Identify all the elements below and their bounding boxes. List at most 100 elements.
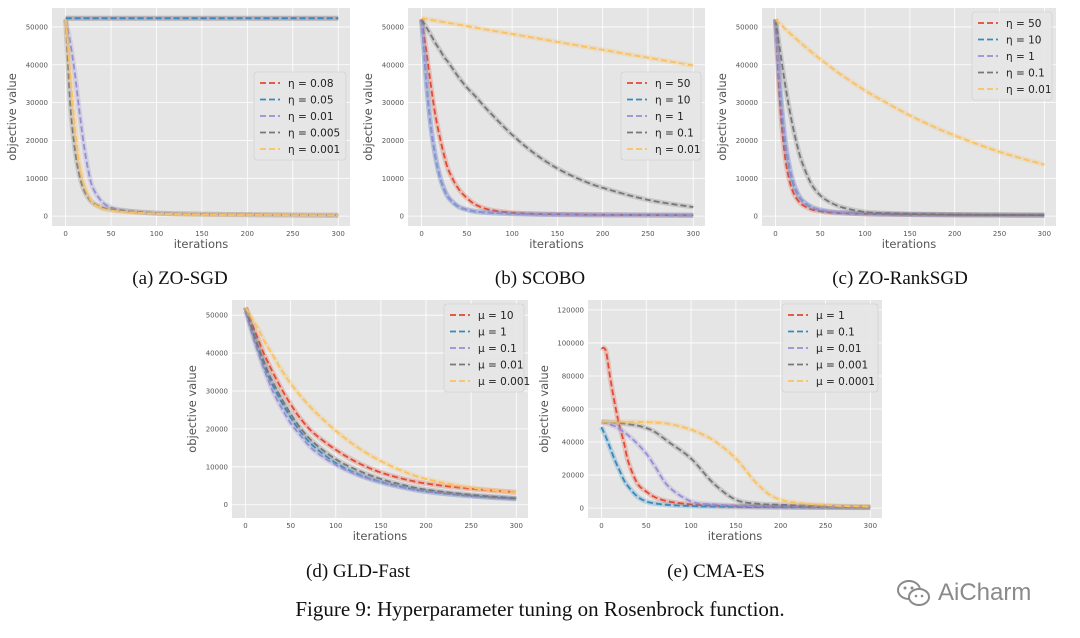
legend-label: μ = 0.01 (478, 360, 524, 372)
y-tick-label: 20000 (736, 137, 758, 145)
legend: η = 50 η = 10 η = 1 η = 0.1 η = 0.01 (971, 11, 1053, 101)
series-line (244, 307, 517, 494)
y-tick-label: 40000 (26, 61, 48, 69)
caption-a: (a) ZO-SGD (132, 268, 228, 289)
y-tick-label: 30000 (382, 99, 404, 107)
x-tick-label: 200 (241, 230, 254, 238)
x-tick-label: 0 (599, 522, 603, 530)
y-tick-label: 10000 (736, 175, 758, 183)
x-tick-label: 300 (1038, 230, 1051, 238)
x-tick-label: 0 (63, 230, 67, 238)
legend-label: η = 0.1 (1006, 68, 1045, 80)
y-axis-label: objective value (5, 73, 19, 161)
y-tick-label: 50000 (26, 23, 48, 31)
legend-label: μ = 0.01 (816, 343, 862, 355)
x-tick-label: 0 (243, 522, 247, 530)
y-tick-label: 50000 (736, 23, 758, 31)
legend-label: η = 10 (655, 95, 691, 107)
figure-caption: Figure 9: Hyperparameter tuning on Rosen… (295, 597, 785, 621)
x-tick-label: 300 (864, 522, 877, 530)
x-tick-label: 50 (107, 230, 116, 238)
legend-label: μ = 0.001 (816, 360, 868, 372)
legend-box (443, 303, 525, 393)
legend-label: η = 10 (1006, 35, 1042, 47)
x-tick-label: 250 (286, 230, 299, 238)
series-line (774, 18, 1045, 166)
y-tick-label: 20000 (206, 425, 228, 433)
caption-b: (b) SCOBO (494, 268, 586, 289)
legend-label: μ = 0.1 (816, 327, 855, 339)
x-tick-label: 150 (729, 522, 742, 530)
y-axis-label: objective value (361, 73, 375, 161)
series-line (64, 19, 339, 217)
subplot-c: 0 50 100 150 200 250 300 0 10000 20000 30000 40000 5… (715, 8, 1056, 251)
series-line (244, 307, 517, 494)
x-tick-label: 100 (684, 522, 697, 530)
x-tick-label: 100 (329, 522, 342, 530)
x-tick-label: 0 (773, 230, 777, 238)
x-axis-label: iterations (882, 237, 937, 251)
legend: μ = 1 μ = 0.1 μ = 0.01 μ = 0.001 μ = 0.0001 (781, 303, 879, 393)
legend-label: η = 0.01 (1006, 84, 1052, 96)
series-line (601, 420, 871, 508)
x-tick-label: 50 (462, 230, 471, 238)
legend-label: η = 0.001 (288, 144, 340, 156)
series-line (420, 19, 694, 217)
y-tick-label: 0 (44, 213, 48, 221)
y-tick-label: 0 (224, 501, 228, 509)
x-tick-label: 50 (642, 522, 651, 530)
legend: η = 0.08 η = 0.05 η = 0.01 η = 0.005 η = 0.0… (253, 71, 347, 161)
series-line (420, 19, 694, 217)
legend-label: μ = 1 (478, 327, 507, 339)
y-tick-label: 20000 (26, 137, 48, 145)
y-tick-label: 80000 (562, 372, 584, 380)
legend-label: η = 50 (655, 78, 691, 90)
y-tick-label: 100000 (557, 339, 584, 347)
legend: η = 50 η = 10 η = 1 η = 0.1 η = 0.01 (620, 71, 702, 161)
x-tick-label: 300 (510, 522, 523, 530)
x-tick-label: 300 (332, 230, 345, 238)
series-line (421, 17, 694, 67)
legend-label: η = 1 (1006, 51, 1035, 63)
series-line (244, 311, 517, 500)
x-tick-label: 300 (687, 230, 700, 238)
legend-label: μ = 0.001 (478, 376, 530, 388)
x-tick-label: 150 (903, 230, 916, 238)
series-line (64, 19, 339, 217)
y-tick-label: 10000 (26, 175, 48, 183)
legend-label: μ = 10 (478, 310, 514, 322)
y-tick-label: 0 (400, 213, 404, 221)
x-tick-label: 250 (464, 522, 477, 530)
subplot-d: 0 50 100 150 200 250 300 0 10000 20000 30000 40000 5… (185, 300, 530, 543)
series-line (774, 19, 1045, 217)
x-tick-label: 100 (505, 230, 518, 238)
legend-label: η = 0.08 (288, 78, 334, 90)
x-tick-label: 250 (641, 230, 654, 238)
y-tick-label: 60000 (562, 406, 584, 414)
caption-e: (e) CMA-ES (667, 561, 765, 582)
y-tick-label: 0 (754, 213, 758, 221)
y-tick-label: 20000 (382, 137, 404, 145)
y-tick-label: 50000 (382, 23, 404, 31)
legend-box (971, 11, 1053, 101)
legend-label: μ = 1 (816, 310, 845, 322)
x-axis-label: iterations (174, 237, 229, 251)
legend-label: μ = 0.1 (478, 343, 517, 355)
y-axis-label: objective value (537, 365, 551, 453)
caption-c: (c) ZO-RankSGD (832, 268, 968, 289)
legend-box (253, 71, 347, 161)
subplot-b: 0 50 100 150 200 250 300 0 10000 20000 30000 40000 5… (361, 8, 705, 251)
series-line (601, 421, 871, 509)
x-tick-label: 100 (858, 230, 871, 238)
y-tick-label: 30000 (206, 387, 228, 395)
subplot-a: 0 50 100 150 200 250 300 0 10000 20000 30000 40000 5… (5, 8, 350, 251)
series-line (420, 18, 694, 208)
y-tick-label: 30000 (736, 99, 758, 107)
series-line (244, 307, 517, 500)
legend-label: η = 0.005 (288, 128, 340, 140)
series-line (244, 307, 517, 500)
y-tick-label: 0 (580, 505, 584, 513)
x-tick-label: 200 (419, 522, 432, 530)
x-tick-label: 50 (816, 230, 825, 238)
